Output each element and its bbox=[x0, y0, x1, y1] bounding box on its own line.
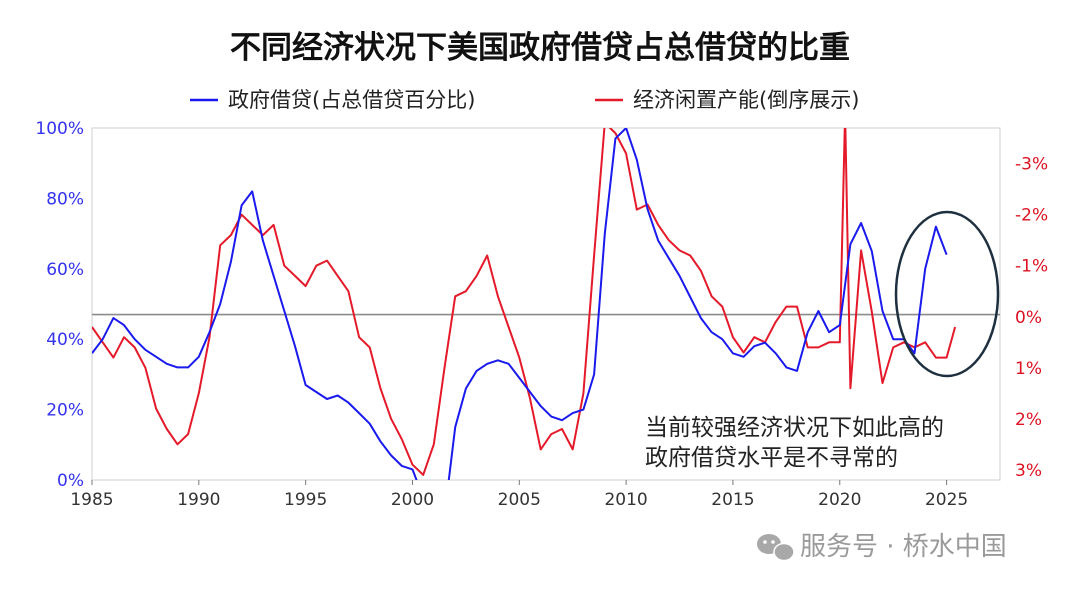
x-tick-label: 2025 bbox=[925, 490, 968, 510]
left-tick-label: 20% bbox=[46, 401, 84, 421]
watermark-text: 服务号 · 桥水中国 bbox=[800, 532, 1007, 562]
plot-frame bbox=[91, 127, 1001, 481]
right-tick-label: -3% bbox=[1015, 155, 1048, 175]
annotation-line-1: 当前较强经济状况下如此高的 bbox=[645, 415, 944, 441]
highlight-ellipse bbox=[894, 210, 1000, 378]
annotation-line-2: 政府借贷水平是不寻常的 bbox=[645, 445, 898, 471]
x-tick-label: 1995 bbox=[284, 490, 327, 510]
legend-label-slack: 经济闲置产能(倒序展示) bbox=[633, 88, 859, 112]
left-axis-ticks: 0% 20% 40% 60% 80% 100% bbox=[35, 119, 84, 491]
x-axis-ticks: 1985 1990 1995 2000 2005 2010 2015 2020 2025 bbox=[70, 480, 968, 510]
right-axis-ticks: 3% 2% 1% 0% -1% -2% -3% bbox=[1015, 155, 1048, 481]
x-tick-label: 2020 bbox=[818, 490, 861, 510]
x-tick-label: 1990 bbox=[177, 490, 220, 510]
x-tick-label: 2010 bbox=[604, 490, 647, 510]
right-tick-label: 3% bbox=[1015, 461, 1042, 481]
left-tick-label: 100% bbox=[35, 119, 84, 139]
x-tick-label: 1985 bbox=[70, 490, 113, 510]
right-tick-label: -1% bbox=[1015, 257, 1048, 277]
right-tick-label: 0% bbox=[1015, 308, 1042, 328]
left-tick-label: 80% bbox=[46, 189, 84, 209]
left-tick-label: 60% bbox=[46, 260, 84, 280]
x-tick-label: 2015 bbox=[711, 490, 754, 510]
right-tick-label: 2% bbox=[1015, 410, 1042, 430]
legend: 政府借贷(占总借贷百分比) 经济闲置产能(倒序展示) bbox=[190, 88, 859, 112]
series-line-gov-borrowing bbox=[92, 128, 948, 480]
x-tick-label: 2005 bbox=[498, 490, 541, 510]
right-tick-label: -2% bbox=[1015, 206, 1048, 226]
x-tick-label: 2000 bbox=[391, 490, 434, 510]
wechat-icon bbox=[757, 534, 795, 562]
legend-label-gov-borrowing: 政府借贷(占总借贷百分比) bbox=[228, 88, 475, 112]
watermark: 服务号 · 桥水中国 bbox=[757, 532, 1007, 562]
left-tick-label: 0% bbox=[57, 471, 84, 491]
chart-title: 不同经济状况下美国政府借贷占总借贷的比重 bbox=[230, 30, 850, 66]
right-tick-label: 1% bbox=[1015, 359, 1042, 379]
left-tick-label: 40% bbox=[46, 330, 84, 350]
